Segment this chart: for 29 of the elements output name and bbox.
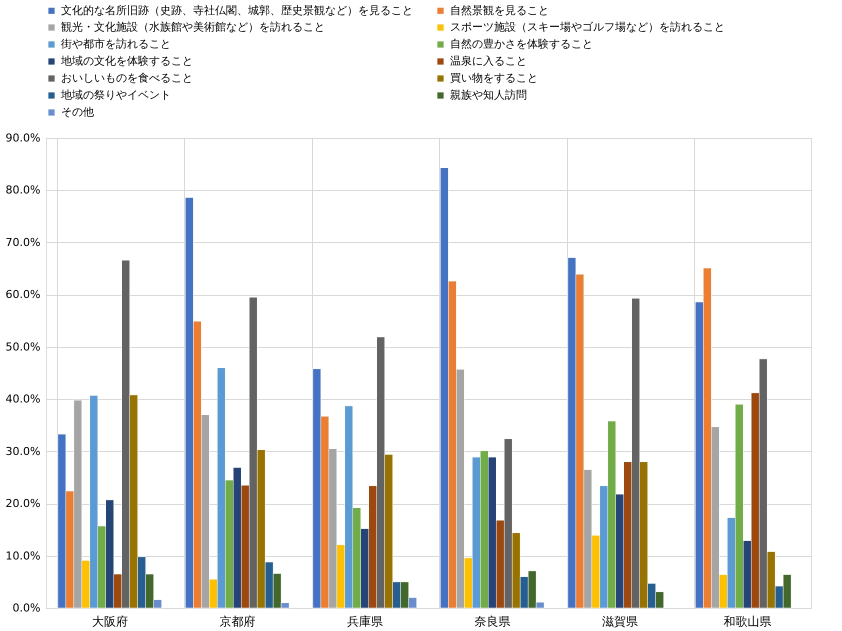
y-tick-label: 80.0% xyxy=(6,184,40,197)
x-tick-label: 大阪府 xyxy=(92,614,128,628)
x-tick-label: 滋賀県 xyxy=(602,614,638,628)
y-tick-label: 60.0% xyxy=(6,288,40,302)
y-tick-label: 10.0% xyxy=(6,549,40,562)
legend-label: 地域の文化を体験すること xyxy=(60,54,193,68)
legend-label: 街や都市を訪れること xyxy=(61,38,171,50)
y-tick-label: 70.0% xyxy=(6,236,40,249)
legend-label: 親族や知人訪問 xyxy=(450,88,527,102)
y-tick-label: 30.0% xyxy=(6,444,40,458)
x-tick-label: 兵庫県 xyxy=(346,614,383,628)
legend-label: 観光・文化施設（水族館や美術館など）を訪れること xyxy=(61,20,325,34)
y-tick-label: 40.0% xyxy=(6,392,40,406)
x-tick-label: 和歌山県 xyxy=(723,614,772,628)
y-tick-label: 0.0% xyxy=(12,602,40,614)
y-tick-label: 90.0% xyxy=(6,132,40,144)
x-tick-label: 京都府 xyxy=(219,614,256,628)
legend-label: おいしいものを食べること xyxy=(61,72,193,84)
legend-label: 自然の豊かさを体験すること xyxy=(450,38,593,50)
legend-label: 地域の祭りやイベント xyxy=(60,88,171,102)
legend-label: 文化的な名所旧跡（史跡、寺社仏閣、城郭、歴史景観など）を見ること xyxy=(61,4,413,17)
legend-label: その他 xyxy=(61,106,94,118)
legend-label: スポーツ施設（スキー場やゴルフ場など）を訪れること xyxy=(450,20,725,34)
y-tick-label: 20.0% xyxy=(6,497,40,510)
legend-label: 温泉に入ること xyxy=(450,54,527,68)
y-tick-label: 50.0% xyxy=(6,340,40,354)
legend-label: 買い物をすること xyxy=(450,72,538,84)
legend-label: 自然景観を見ること xyxy=(450,4,549,17)
x-tick-label: 奈良県 xyxy=(474,614,510,628)
